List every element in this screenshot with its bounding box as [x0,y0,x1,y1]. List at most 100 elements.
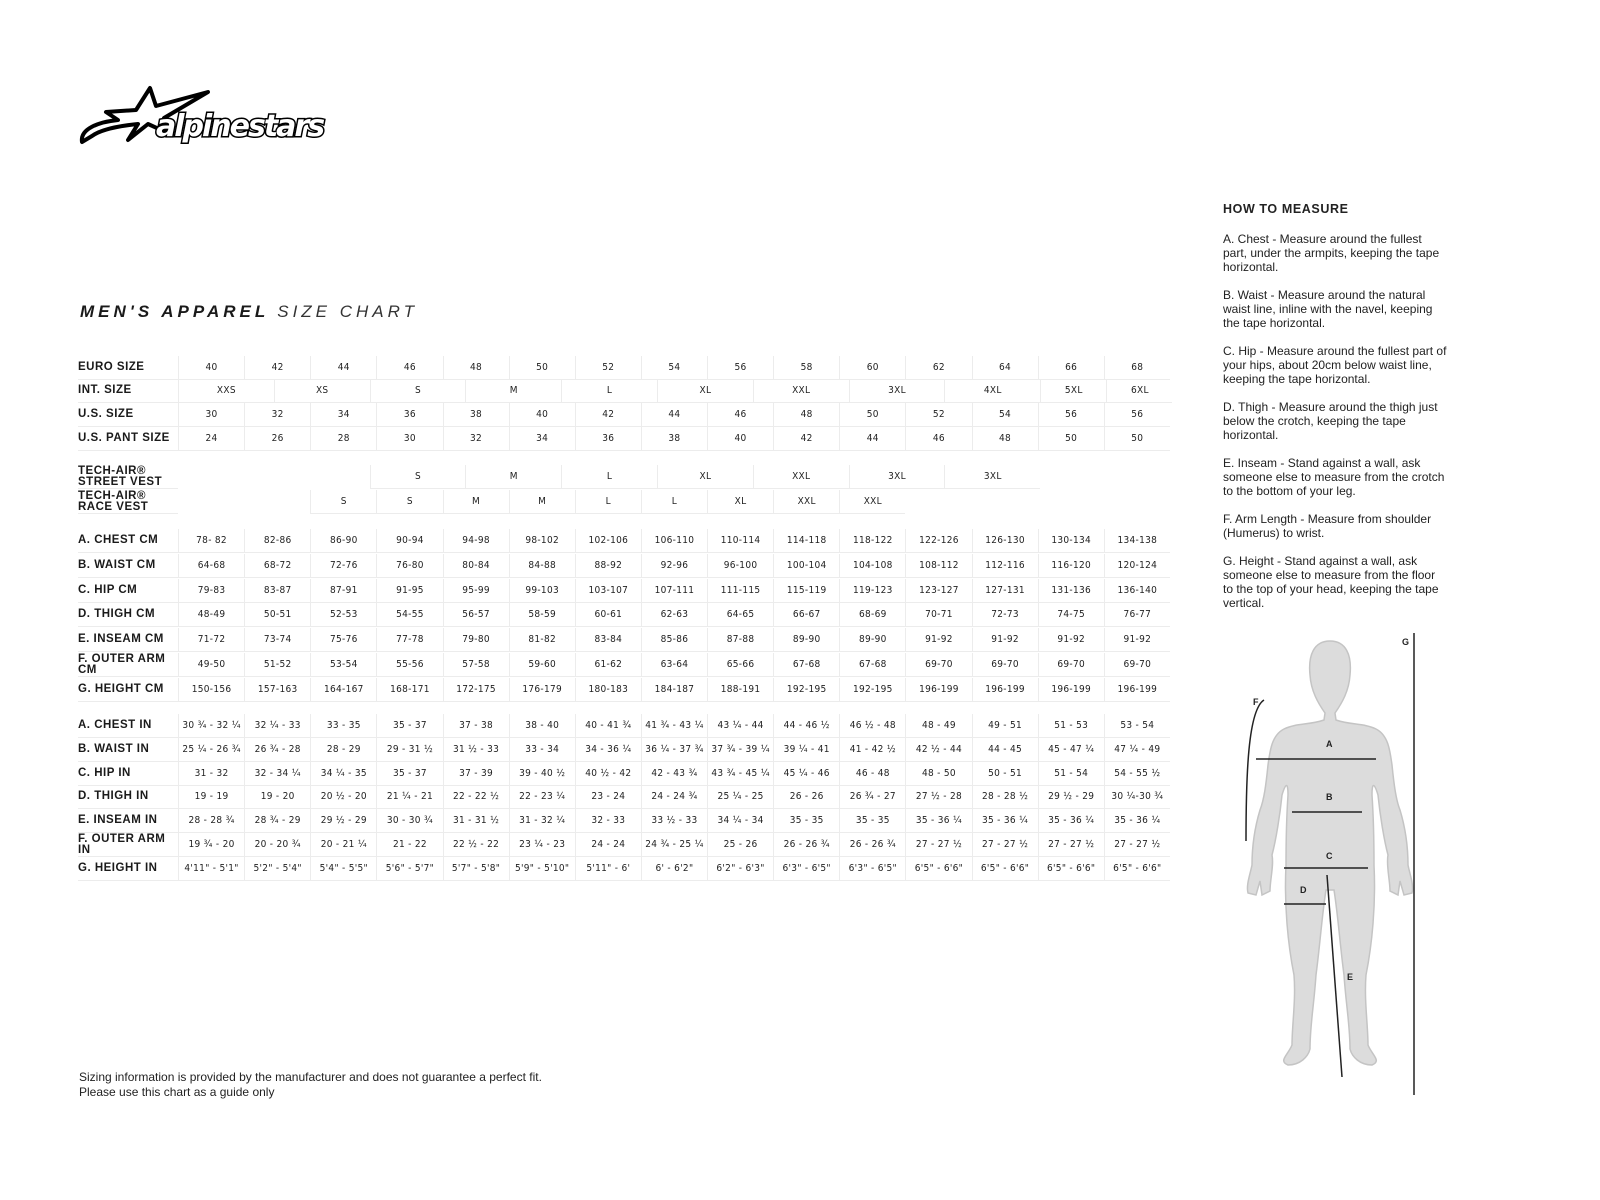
figure-label-g: G [1402,637,1409,647]
table-cell: 68-69 [839,603,906,628]
table-row: B. WAIST IN 25 ¼ - 26 ¾ 26 ¾ - 28 28 - 29 29… [78,737,1170,762]
table-cell: 32 - 34 ¼ [244,761,311,786]
table-cell: 74-75 [1037,603,1104,628]
table-cell: 44 - 45 [971,737,1038,762]
table-cell: 64 [971,356,1038,380]
table-cell: 66 [1037,356,1104,380]
table-cell: 21 - 22 [376,833,443,857]
row-label: INT. SIZE [78,379,178,403]
table-row: E. INSEAM CM 71-72 73-74 75-76 77-78 79-80 81-… [78,628,1170,653]
table-cell: 70-71 [905,603,972,628]
table-cell: 30 [178,403,245,427]
measure-instruction: E. Inseam - Stand against a wall, ask so… [1223,456,1445,498]
table-cell: 28 - 29 [310,737,377,762]
table-cell: S [376,490,443,514]
table-cell: 81-82 [508,628,575,653]
table-cell: 33 - 35 [310,714,377,738]
table-cell: 130-134 [1037,529,1104,553]
table-cell: 126-130 [971,529,1038,553]
table-cell: 48-49 [178,603,245,628]
table-cell: 32 [244,403,311,427]
table-cell: 50 [508,356,575,380]
table-cell: 123-127 [905,578,972,603]
how-to-measure-heading: HOW TO MEASURE [1223,202,1349,216]
table-cell: 20 - 21 ¼ [310,833,377,857]
table-row: E. INSEAM IN 28 - 28 ¾ 28 ¾ - 29 29 ½ - 29 3… [78,809,1170,834]
row-label: D. THIGH IN [78,785,178,810]
table-cell: 72-76 [310,553,377,578]
table-cell: 24 - 24 [574,833,641,857]
table-cell: M [508,490,575,514]
table-cell: L [574,490,641,514]
table-cell: 32 ¼ - 33 [244,714,311,738]
table-cell: 46 [905,427,972,451]
table-cell: 157-163 [244,677,311,702]
table-cell: 48 [971,427,1038,451]
empty-cell [244,490,310,514]
table-cell: 34 [508,427,575,451]
table-cell: 6'3" - 6'5" [773,856,840,881]
table-row: F. OUTER ARM CM 49-50 51-52 53-54 55-56 57-58… [78,653,1170,677]
table-cell: 68 [1103,356,1170,380]
table-cell: 26 [244,427,311,451]
table-cell: 25 ¼ - 26 ¾ [178,737,245,762]
table-cell: XS [273,379,370,403]
table-cell: 192-195 [773,677,840,702]
table-cell: 52-53 [310,603,377,628]
table-cell: 86-90 [310,529,377,553]
table-cell: 102-106 [574,529,641,553]
table-cell: 31 ½ - 33 [442,737,509,762]
table-cell: 62-63 [640,603,707,628]
table-cell: 37 - 38 [442,714,509,738]
table-cell: XXS [178,379,274,403]
table-cell: 60-61 [574,603,641,628]
table-cell: 61-62 [574,653,641,677]
table-cell: 63-64 [640,653,707,677]
table-cell: 26 ¾ - 27 [839,785,906,810]
table-cell: 56 [707,356,774,380]
table-cell: 29 ½ - 29 [1037,785,1104,810]
table-cell: 68-72 [244,553,311,578]
table-cell: 103-107 [574,578,641,603]
table-row: U.S. SIZE 30 32 34 36 38 40 42 44 46 48 50 52 54 56 56 [78,403,1170,427]
table-cell: 24 - 24 ¾ [640,785,707,810]
table-row: A. CHEST IN 30 ¾ - 32 ¼ 32 ¼ - 33 33 - 35 35… [78,714,1170,738]
table-cell: 54 [971,403,1038,427]
table-cell: 188-191 [707,677,774,702]
table-cell: 44 [640,403,707,427]
table-cell: 76-80 [376,553,443,578]
table-cell: 36 [574,427,641,451]
how-to-measure-panel: HOW TO MEASURE A. Chest - Measure around… [1223,202,1448,624]
table-cell: 55-56 [376,653,443,677]
table-cell: 46 [707,403,774,427]
figure-label-d: D [1300,885,1307,895]
row-label: A. CHEST CM [78,529,178,553]
row-label: U.S. PANT SIZE [78,427,178,451]
table-cell: 95-99 [442,578,509,603]
table-cell: 5'7" - 5'8" [442,856,509,881]
table-cell: 30 - 30 ¾ [376,809,443,834]
table-cell: 20 ½ - 20 [310,785,377,810]
row-label: B. WAIST IN [78,738,178,762]
table-cell: 127-131 [971,578,1038,603]
table-cell: 26 - 26 ¾ [773,833,840,857]
table-row: A. CHEST CM 78- 82 82-86 86-90 90-94 94-98 98-… [78,529,1170,553]
row-label: EURO SIZE [78,356,178,380]
disclaimer-line: Sizing information is provided by the ma… [79,1070,542,1084]
table-cell: 46 [376,356,443,380]
table-cell: 34 - 36 ¼ [574,737,641,762]
table-cell: 53-54 [310,653,377,677]
table-cell: 83-87 [244,578,311,603]
table-row: D. THIGH IN 19 - 19 19 - 20 20 ½ - 20 21 ¼ -… [78,785,1170,810]
table-cell: 33 ½ - 33 [640,809,707,834]
table-cell: 196-199 [1037,677,1104,702]
table-cell: 64-68 [178,553,245,578]
table-cell: 35 - 36 ¼ [1103,809,1170,834]
table-cell: 100-104 [773,553,840,578]
table-cell: 57-58 [442,653,509,677]
table-cell: 77-78 [376,628,443,653]
table-cell: 60 [839,356,906,380]
table-cell: 131-136 [1037,578,1104,603]
table-cell: 115-119 [773,578,840,603]
table-cell: 28 ¾ - 29 [244,809,311,834]
